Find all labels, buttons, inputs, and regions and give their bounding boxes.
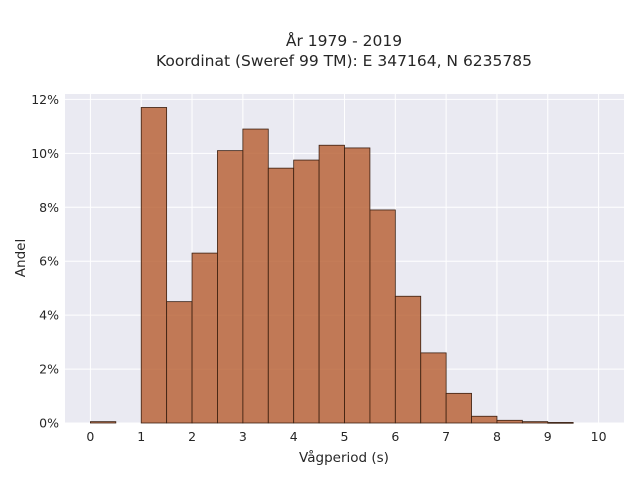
y-axis-ticks: 0% 2% 4% 6% 8% 10% 12% [31,92,59,431]
x-tick-label: 3 [239,429,247,444]
histogram-bar [547,422,574,424]
x-axis-ticks: 0 1 2 3 4 5 6 7 8 9 10 [86,429,606,444]
histogram-bar [140,107,168,424]
histogram-bar [267,167,295,424]
histogram-bar [521,421,549,424]
histogram-bar [90,421,117,424]
histogram-bar [242,128,269,424]
y-tick-label: 12% [31,92,59,107]
histogram-bars [90,107,574,424]
x-tick-label: 10 [591,429,607,444]
x-tick-label: 8 [493,429,501,444]
y-axis-label: Andel [13,239,29,277]
y-tick-label: 8% [39,200,59,215]
histogram-bar [191,252,218,424]
x-tick-label: 0 [86,429,94,444]
histogram-bar [318,144,345,424]
x-tick-label: 7 [442,429,450,444]
histogram-bar [217,150,244,424]
x-tick-label: 4 [290,429,298,444]
x-tick-label: 9 [544,429,552,444]
x-tick-label: 6 [391,429,399,444]
histogram-bar [471,415,498,424]
y-tick-label: 4% [39,308,59,323]
x-tick-label: 5 [341,429,349,444]
y-tick-label: 10% [31,146,59,161]
chart-title-line-2: Koordinat (Sweref 99 TM): E 347164, N 62… [156,52,532,70]
histogram-bar [394,295,422,424]
y-tick-label: 6% [39,254,59,269]
x-axis-label: Vågperiod (s) [299,449,389,466]
histogram-bar [344,147,371,424]
histogram-bar [496,419,523,424]
chart-title-line-1: År 1979 - 2019 [286,31,402,50]
histogram-bar [293,159,320,424]
histogram-bar [369,209,396,424]
histogram-bar [420,352,447,424]
x-tick-label: 2 [188,429,196,444]
histogram-bar [166,301,193,424]
histogram-bar [445,392,472,424]
y-tick-label: 2% [39,362,59,377]
x-tick-label: 1 [137,429,145,444]
y-tick-label: 0% [39,416,59,431]
